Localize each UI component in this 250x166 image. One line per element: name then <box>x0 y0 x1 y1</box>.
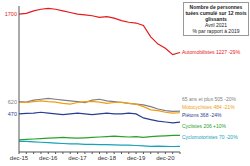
svg-text:dec-17: dec-17 <box>68 155 87 161</box>
svg-text:dec-15: dec-15 <box>10 155 29 161</box>
html-text:Avril 2021: Avril 2021 <box>204 22 228 28</box>
svg-text:Automobilistes 1227 -29%: Automobilistes 1227 -29% <box>182 49 241 55</box>
svg-text:dec-16: dec-16 <box>39 155 58 161</box>
svg-text:Cyclistes 206 +10%: Cyclistes 206 +10% <box>182 123 227 129</box>
html-text:Nombre de personnes tuées cumu: Nombre de personnes tuées cumulé sur 12 … <box>185 4 247 22</box>
svg-text:dec-18: dec-18 <box>98 155 117 161</box>
svg-text:Cyclomotoristes 70 -20%: Cyclomotoristes 70 -20% <box>182 134 238 140</box>
svg-text:470: 470 <box>8 111 17 117</box>
svg-text:dec-19: dec-19 <box>127 155 146 161</box>
svg-text:dec-20: dec-20 <box>156 155 175 161</box>
svg-text:Piétons 368 -24%: Piétons 368 -24% <box>182 112 222 118</box>
html-text:% par rapport à 2019: % par rapport à 2019 <box>192 28 240 34</box>
svg-text:65 ans et plus 505 -20%: 65 ans et plus 505 -20% <box>182 96 236 102</box>
svg-text:1700: 1700 <box>8 11 17 17</box>
svg-text:Motocyclistes 484 -21%: Motocyclistes 484 -21% <box>182 104 235 110</box>
svg-text:620: 620 <box>8 99 17 105</box>
